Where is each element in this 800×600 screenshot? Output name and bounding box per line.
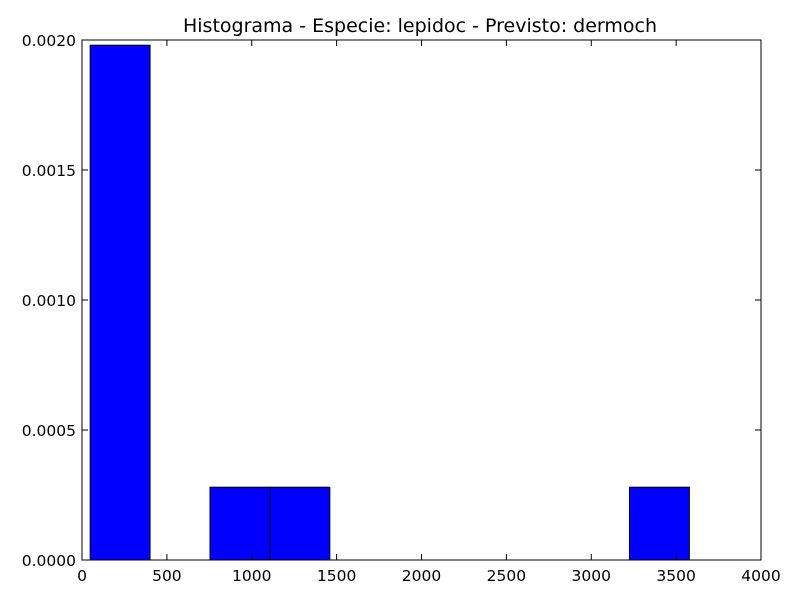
y-tick-label: 0.0010	[22, 292, 76, 310]
histogram-bars	[89, 44, 690, 561]
y-tick-label: 0.0000	[22, 552, 76, 570]
histogram-bar	[89, 44, 151, 561]
x-tick-label: 0	[77, 567, 87, 585]
x-tick-label: 4000	[741, 567, 780, 585]
histogram-bar	[628, 486, 690, 561]
x-tick-label: 3500	[656, 567, 695, 585]
y-tick-label: 0.0015	[22, 162, 76, 180]
axis-ticks: 0 500 1000 1500 2000 2500 3000 3500 4000 0.0000 0.…	[22, 32, 781, 585]
histogram-bar	[269, 486, 331, 561]
x-tick-label: 500	[152, 567, 182, 585]
x-tick-label: 1500	[317, 567, 356, 585]
x-tick-label: 2500	[487, 567, 526, 585]
histogram-bar	[209, 486, 271, 561]
x-tick-label: 2000	[402, 567, 441, 585]
y-tick-label: 0.0005	[22, 422, 76, 440]
x-tick-label: 1000	[232, 567, 271, 585]
chart-title: Histograma - Especie: lepidoc - Previsto…	[183, 15, 657, 37]
plot-frame	[81, 39, 762, 561]
y-tick-label: 0.0020	[22, 32, 76, 50]
x-tick-label: 3000	[572, 567, 611, 585]
